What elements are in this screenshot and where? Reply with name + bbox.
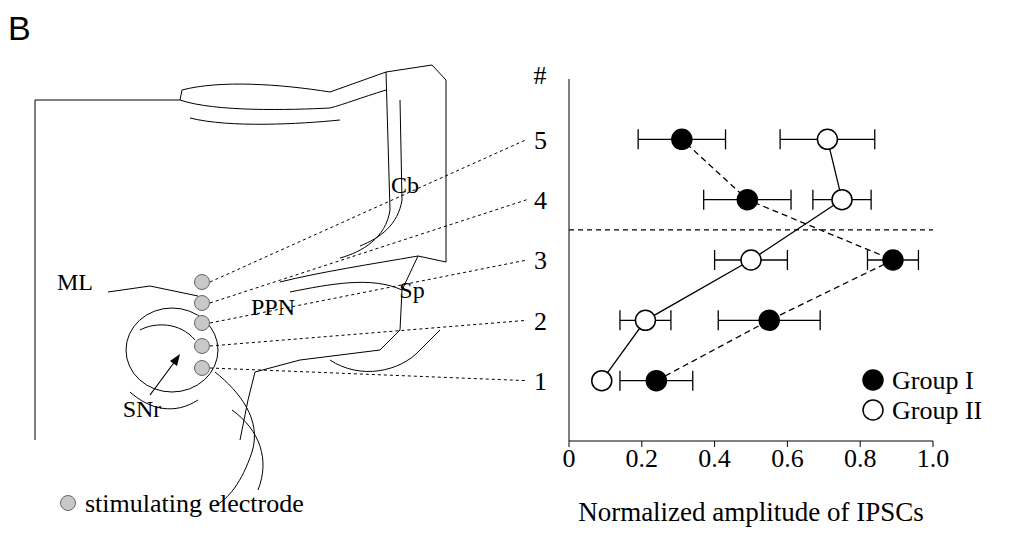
svg-text:0.2: 0.2	[626, 444, 659, 473]
svg-text:3: 3	[534, 246, 547, 275]
svg-text:stimulating electrode: stimulating electrode	[85, 489, 304, 518]
svg-text:Cb: Cb	[391, 172, 419, 198]
svg-text:Sp: Sp	[399, 277, 424, 303]
svg-text:PPN: PPN	[251, 294, 295, 320]
svg-text:0.6: 0.6	[771, 444, 804, 473]
svg-text:0.4: 0.4	[698, 444, 731, 473]
svg-text:Group I: Group I	[892, 366, 974, 395]
svg-text:SNr: SNr	[123, 396, 162, 422]
svg-text:ML: ML	[57, 269, 93, 295]
svg-text:0.8: 0.8	[844, 444, 877, 473]
svg-text:B: B	[8, 9, 31, 47]
svg-text:Group II: Group II	[892, 396, 982, 425]
svg-text:4: 4	[534, 186, 547, 215]
svg-text:#: #	[534, 61, 547, 90]
svg-text:2: 2	[534, 307, 547, 336]
svg-text:1: 1	[534, 367, 547, 396]
svg-text:1.0: 1.0	[917, 444, 950, 473]
svg-text:0: 0	[563, 444, 576, 473]
svg-text:5: 5	[534, 126, 547, 155]
svg-text:Normalized amplitude of IPSCs: Normalized amplitude of IPSCs	[578, 497, 924, 527]
